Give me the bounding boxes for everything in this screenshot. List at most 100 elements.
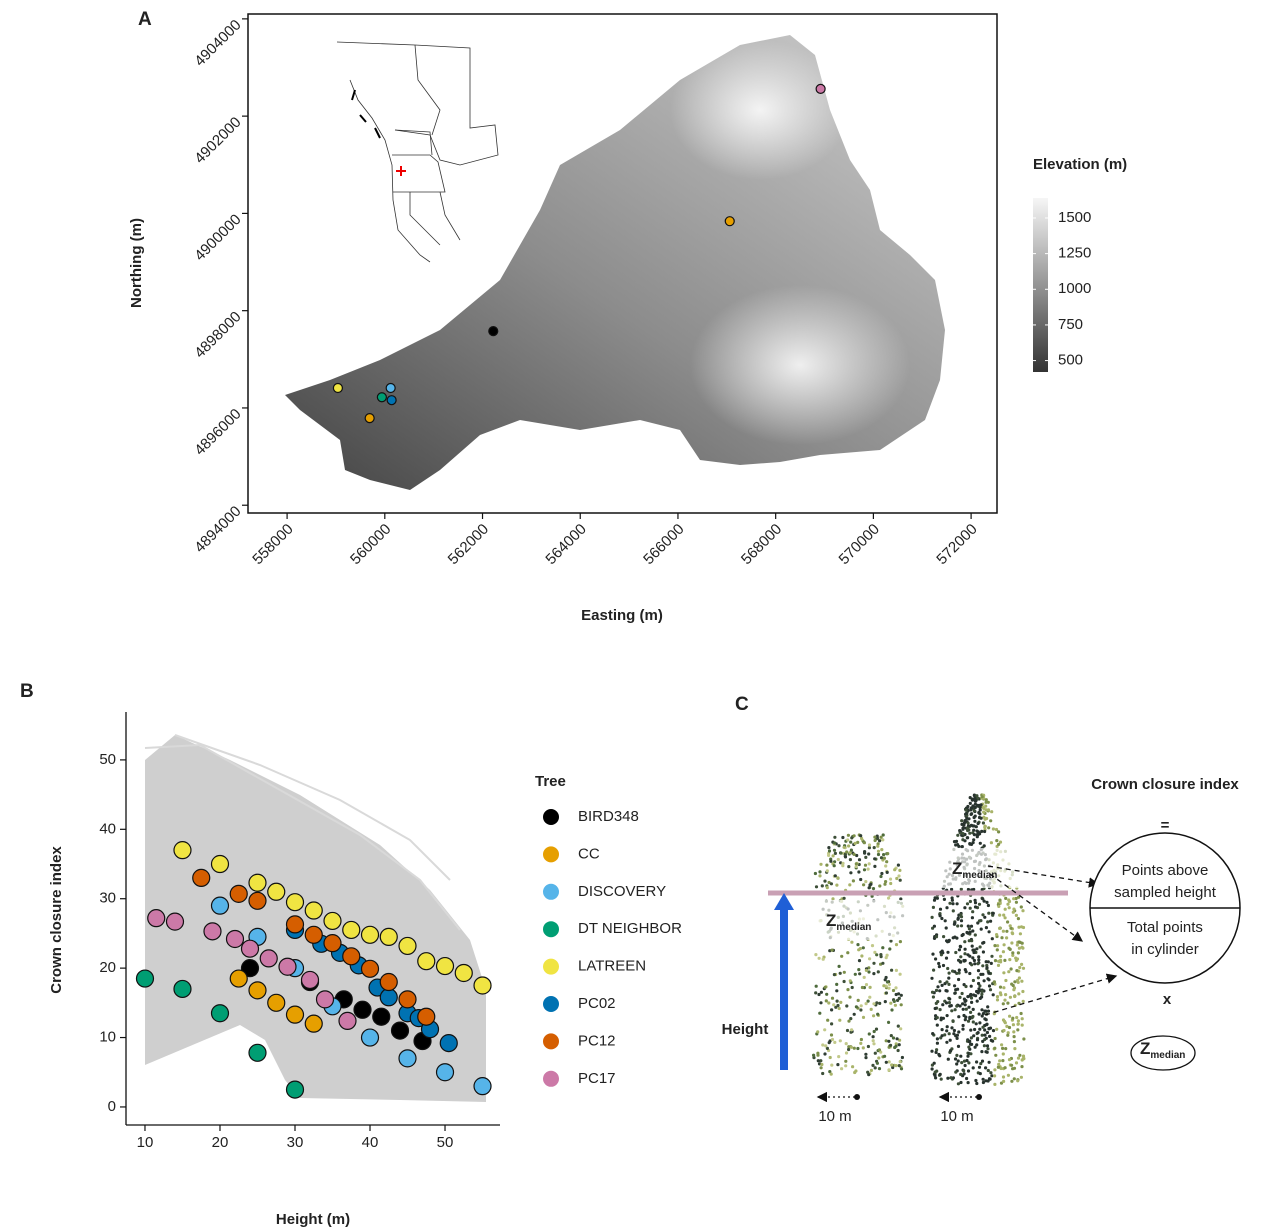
cloud-point bbox=[959, 887, 963, 891]
cloud-point bbox=[845, 850, 849, 854]
cloud-point bbox=[967, 1040, 971, 1044]
cloud-point bbox=[948, 997, 952, 1001]
cloud-point bbox=[895, 1037, 899, 1041]
cloud-point bbox=[939, 953, 944, 957]
cloud-point bbox=[963, 1063, 967, 1068]
cloud-point bbox=[838, 1018, 842, 1022]
cloud-point bbox=[940, 983, 944, 988]
cloud-point bbox=[889, 881, 893, 886]
cloud-point bbox=[832, 848, 837, 852]
cloud-point bbox=[871, 1035, 875, 1039]
data-point bbox=[210, 1004, 230, 1023]
cloud-point bbox=[830, 1022, 834, 1026]
cloud-point bbox=[1007, 1058, 1012, 1062]
cloud-point bbox=[984, 808, 988, 812]
cloud-point bbox=[895, 876, 899, 881]
cloud-point bbox=[884, 1060, 888, 1064]
cloud-point bbox=[867, 886, 871, 890]
cloud-point bbox=[876, 844, 880, 848]
cloud-point bbox=[816, 1030, 820, 1034]
data-point bbox=[323, 911, 342, 931]
cloud-point bbox=[819, 862, 823, 866]
height-label: Height bbox=[722, 1021, 769, 1038]
cloud-point bbox=[963, 968, 967, 972]
cloud-point bbox=[946, 966, 950, 971]
cloud-point bbox=[953, 1057, 958, 1061]
cloud-point bbox=[1007, 906, 1011, 910]
cloud-point bbox=[973, 802, 978, 806]
cloud-point bbox=[987, 1027, 991, 1031]
cloud-point bbox=[870, 944, 875, 948]
cloud-point bbox=[970, 1042, 974, 1046]
cloud-point bbox=[864, 983, 869, 987]
cloud-point bbox=[969, 823, 974, 827]
cloud-point bbox=[936, 985, 940, 989]
cloud-point bbox=[873, 1066, 877, 1070]
cloud-point bbox=[1017, 895, 1021, 899]
cloud-point bbox=[969, 996, 974, 1000]
cloud-point bbox=[966, 924, 970, 928]
cloud-point bbox=[995, 839, 999, 843]
cloud-point bbox=[825, 869, 829, 873]
cloud-point bbox=[934, 1001, 938, 1006]
cloud-point bbox=[818, 1011, 822, 1015]
cloud-point bbox=[863, 863, 868, 867]
cloud-point bbox=[1002, 913, 1006, 917]
cloud-point bbox=[1002, 1079, 1006, 1083]
cloud-point bbox=[1012, 1077, 1016, 1081]
cloud-point bbox=[845, 1028, 850, 1033]
cloud-point bbox=[976, 796, 980, 800]
x-tick-label: 570000 bbox=[836, 521, 883, 568]
cloud-point bbox=[989, 961, 993, 966]
cloud-point bbox=[1018, 932, 1023, 936]
cloud-point bbox=[968, 801, 972, 806]
cloud-point bbox=[823, 1052, 827, 1056]
cloud-point bbox=[1022, 1037, 1026, 1041]
cloud-point bbox=[1021, 909, 1025, 913]
cloud-point bbox=[850, 1028, 854, 1032]
cloud-point bbox=[853, 841, 857, 846]
cloud-point bbox=[998, 913, 1002, 917]
cloud-point bbox=[984, 960, 988, 964]
cloud-point bbox=[981, 950, 986, 954]
cloud-point bbox=[959, 924, 964, 928]
cloud-point bbox=[993, 944, 997, 948]
cloud-point bbox=[962, 1059, 967, 1063]
cloud-point bbox=[1012, 897, 1016, 901]
cloud-point bbox=[846, 838, 850, 842]
cloud-point bbox=[990, 1074, 994, 1078]
median-band bbox=[812, 900, 907, 940]
cloud-point bbox=[981, 972, 985, 976]
cloud-point bbox=[842, 845, 846, 849]
cloud-point bbox=[1006, 902, 1010, 906]
plot-frame bbox=[247, 13, 998, 514]
cloud-point bbox=[881, 838, 885, 842]
cloud-point bbox=[980, 992, 984, 996]
cloud-point bbox=[853, 972, 857, 976]
cloud-point bbox=[938, 914, 942, 918]
cloud-point bbox=[897, 992, 901, 996]
cloud-point bbox=[830, 1008, 834, 1012]
cloud-point bbox=[966, 1019, 971, 1023]
scale-dot bbox=[854, 1094, 860, 1100]
data-point bbox=[342, 947, 361, 966]
elevation-high bbox=[670, 40, 850, 180]
cloud-point bbox=[1008, 924, 1012, 928]
cloud-point bbox=[957, 948, 962, 952]
cloud-point bbox=[972, 948, 976, 952]
cloud-point bbox=[931, 952, 935, 956]
cloud-point bbox=[946, 1057, 950, 1061]
z-subscript: median bbox=[1150, 1050, 1185, 1061]
data-point bbox=[248, 981, 267, 1000]
cloud-point bbox=[955, 1004, 959, 1008]
cloud-point bbox=[869, 1068, 874, 1072]
cloud-point bbox=[825, 863, 829, 867]
cloud-point bbox=[867, 1032, 871, 1036]
cloud-point bbox=[931, 1032, 935, 1036]
cloud-point bbox=[951, 936, 955, 940]
cloud-point bbox=[993, 1082, 997, 1086]
cloud-point bbox=[829, 882, 834, 886]
inset-map bbox=[335, 40, 500, 265]
z-subscript: median bbox=[962, 870, 997, 881]
